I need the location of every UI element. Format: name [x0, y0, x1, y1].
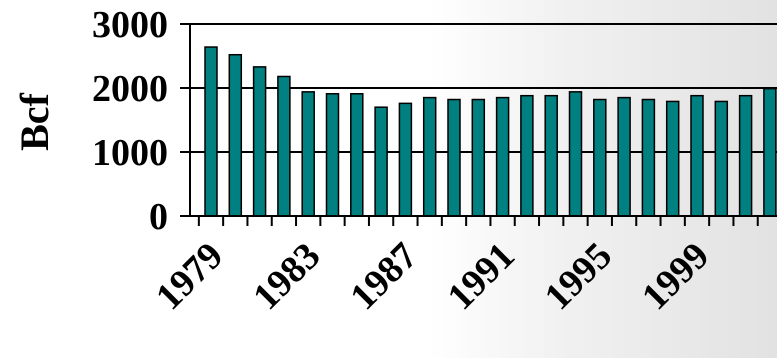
bar-2001 — [738, 94, 753, 217]
bar-1993 — [544, 94, 558, 217]
bar-1982 — [277, 75, 291, 217]
y-axis-label: Bcf — [12, 92, 57, 150]
bar-1996 — [617, 96, 631, 217]
y-tick-label: 2000 — [92, 68, 168, 110]
y-tick-label: 1000 — [92, 132, 168, 174]
y-tick-label: 3000 — [92, 4, 168, 46]
bar-1992 — [520, 94, 534, 217]
x-axis-ticks — [197, 216, 759, 226]
bar-1986 — [374, 106, 388, 217]
bar-1999 — [690, 94, 704, 217]
bar-series — [204, 46, 777, 217]
bar-1988 — [422, 96, 437, 217]
x-tick-label: 1999 — [634, 235, 717, 318]
y-tick-label: 0 — [149, 196, 168, 238]
x-tick-label: 1995 — [537, 235, 620, 318]
bar-2000 — [714, 100, 729, 217]
bar-1980 — [228, 53, 243, 217]
x-tick-label: 1991 — [440, 235, 523, 318]
bar-1987 — [398, 102, 413, 217]
x-axis-tick-labels: 1979 1983 1987 1991 1995 1999 — [148, 235, 717, 318]
bar-1979 — [204, 46, 218, 217]
y-axis-tick-labels: 0 1000 2000 3000 — [92, 4, 168, 238]
bar-1989 — [447, 98, 461, 217]
bar-1994 — [568, 91, 583, 217]
bar-1995 — [593, 98, 607, 217]
x-tick-label: 1979 — [148, 235, 231, 318]
bar-2002 — [763, 87, 777, 217]
bar-1997 — [641, 98, 656, 217]
x-tick-label: 1987 — [342, 235, 425, 318]
bar-1984 — [325, 93, 340, 217]
bar-1991 — [495, 96, 510, 217]
bar-1998 — [665, 100, 680, 217]
bar-1981 — [252, 66, 267, 217]
axes — [180, 23, 777, 217]
bar-1990 — [471, 98, 486, 217]
bar-1985 — [350, 93, 364, 217]
bar-1983 — [301, 91, 315, 217]
x-tick-label: 1983 — [245, 235, 328, 318]
